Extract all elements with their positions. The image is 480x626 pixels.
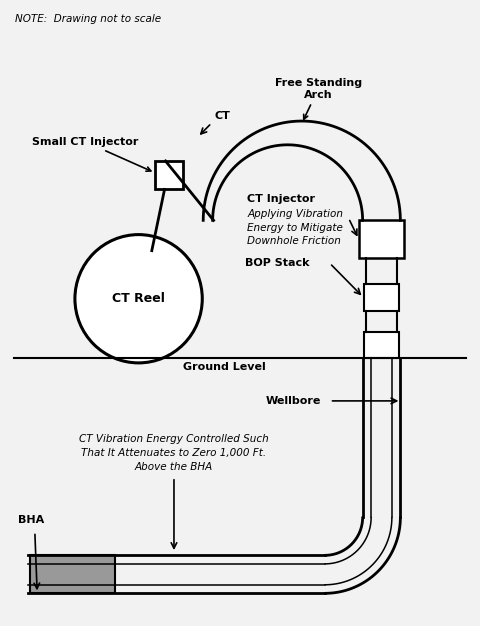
- Text: CT Reel: CT Reel: [112, 292, 165, 305]
- Text: BHA: BHA: [18, 515, 45, 525]
- Circle shape: [75, 235, 202, 363]
- Text: CT: CT: [214, 111, 230, 121]
- Bar: [155, 161, 183, 190]
- Text: Ground Level: Ground Level: [183, 362, 266, 372]
- Text: NOTE:  Drawing not to scale: NOTE: Drawing not to scale: [14, 14, 161, 24]
- Text: CT Injector: CT Injector: [247, 194, 315, 204]
- Text: Free Standing
Arch: Free Standing Arch: [275, 78, 362, 119]
- Bar: [363, 284, 399, 310]
- Text: BOP Stack: BOP Stack: [245, 258, 309, 268]
- Bar: [363, 332, 399, 358]
- Text: Small CT Injector: Small CT Injector: [33, 137, 151, 171]
- Text: CT Vibration Energy Controlled Such
That It Attenuates to Zero 1,000 Ft.
Above t: CT Vibration Energy Controlled Such That…: [79, 434, 269, 472]
- Bar: [30, 555, 115, 593]
- Bar: [359, 220, 404, 259]
- Text: Wellbore: Wellbore: [266, 396, 321, 406]
- Text: Applying Vibration
Energy to Mitigate
Downhole Friction: Applying Vibration Energy to Mitigate Do…: [247, 210, 343, 246]
